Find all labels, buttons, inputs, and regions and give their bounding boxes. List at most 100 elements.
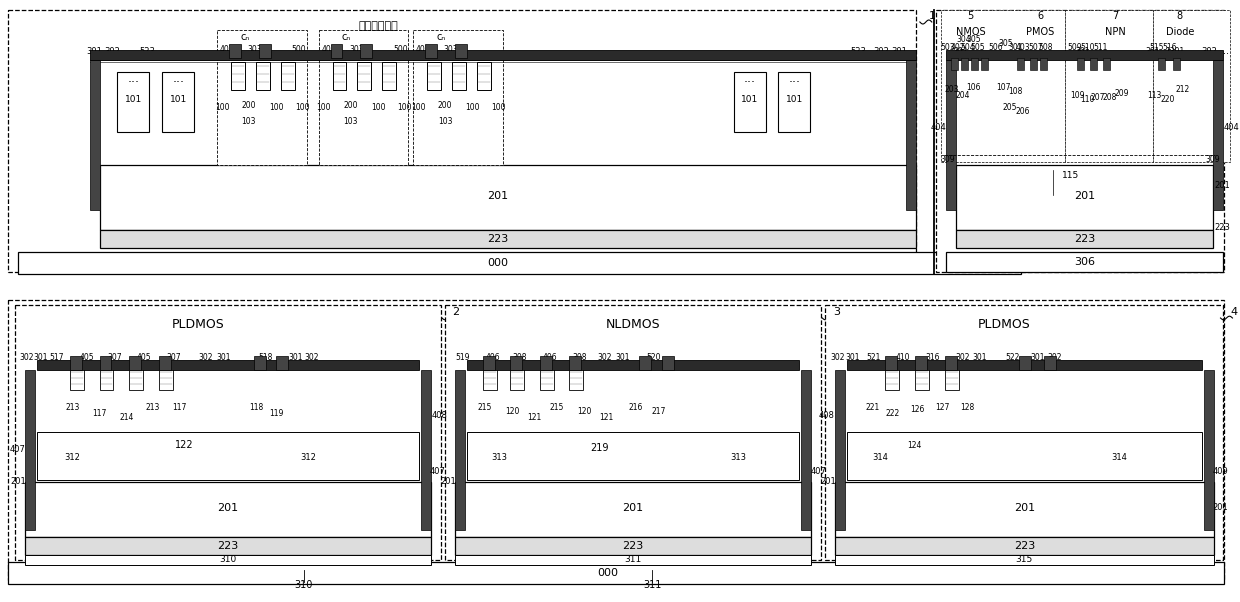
Text: 110: 110 xyxy=(1080,96,1094,105)
Text: 503: 503 xyxy=(940,43,955,52)
Text: 108: 108 xyxy=(1008,87,1023,96)
Bar xyxy=(7,300,1224,580)
Text: 120: 120 xyxy=(577,408,591,417)
Bar xyxy=(1090,58,1097,70)
Text: 407: 407 xyxy=(10,445,26,455)
Text: 407: 407 xyxy=(811,468,826,477)
Bar xyxy=(779,72,811,132)
Text: 213: 213 xyxy=(145,403,160,412)
Text: 201: 201 xyxy=(1213,503,1229,512)
Text: 308: 308 xyxy=(572,353,587,361)
Text: 201: 201 xyxy=(10,477,26,486)
Text: 401: 401 xyxy=(219,46,234,55)
Text: 209: 209 xyxy=(1115,90,1130,99)
Text: 405: 405 xyxy=(79,353,94,361)
Bar xyxy=(906,60,916,210)
Bar xyxy=(217,30,306,165)
Bar xyxy=(255,62,270,90)
Bar xyxy=(836,555,1214,565)
Text: 302: 302 xyxy=(198,353,213,361)
Text: 301: 301 xyxy=(1146,48,1161,57)
Text: 302: 302 xyxy=(873,46,889,55)
Text: ...: ... xyxy=(967,48,975,57)
Text: 121: 121 xyxy=(527,412,542,421)
Text: 115: 115 xyxy=(1061,170,1079,179)
Text: 309: 309 xyxy=(1205,155,1220,164)
Text: 206: 206 xyxy=(1016,108,1029,117)
Text: 401: 401 xyxy=(415,46,430,55)
Text: 301: 301 xyxy=(1030,353,1044,361)
Text: 119: 119 xyxy=(269,409,284,418)
Text: 200: 200 xyxy=(438,101,453,110)
Bar xyxy=(25,555,432,565)
Text: 121: 121 xyxy=(599,412,614,421)
Bar xyxy=(915,368,929,390)
Text: 101: 101 xyxy=(742,96,758,105)
Text: 124: 124 xyxy=(908,441,923,450)
Bar xyxy=(455,370,465,530)
Bar xyxy=(946,50,1223,60)
Text: NMOS: NMOS xyxy=(956,27,986,37)
Text: 408: 408 xyxy=(818,411,835,420)
Bar xyxy=(7,562,1224,584)
Text: ...: ... xyxy=(1220,46,1229,56)
Text: 纵向高压器件: 纵向高压器件 xyxy=(358,21,398,31)
Text: 302: 302 xyxy=(304,353,319,361)
Text: 402: 402 xyxy=(950,43,965,52)
Text: 316: 316 xyxy=(925,353,940,361)
Text: 126: 126 xyxy=(910,406,925,415)
Bar xyxy=(89,60,99,210)
Text: 301: 301 xyxy=(615,353,630,361)
Bar xyxy=(259,44,270,58)
Text: 404: 404 xyxy=(1224,123,1239,132)
Text: 301: 301 xyxy=(892,46,906,55)
Text: 128: 128 xyxy=(961,403,975,412)
Text: 313: 313 xyxy=(730,453,746,462)
Bar xyxy=(1018,58,1024,70)
Text: 000: 000 xyxy=(487,258,508,268)
Text: 103: 103 xyxy=(438,117,453,126)
Text: 122: 122 xyxy=(175,440,193,450)
Text: 215: 215 xyxy=(477,403,492,412)
Text: 220: 220 xyxy=(1161,96,1176,105)
Bar xyxy=(482,368,497,390)
Text: 522: 522 xyxy=(1006,353,1019,361)
Bar xyxy=(1158,58,1164,70)
Bar xyxy=(639,356,651,370)
Bar xyxy=(129,368,144,390)
Text: 219: 219 xyxy=(590,443,609,453)
Text: 5: 5 xyxy=(967,11,973,21)
Text: Diode: Diode xyxy=(1166,27,1194,37)
Bar xyxy=(89,50,916,60)
Text: 314: 314 xyxy=(872,453,888,462)
Bar xyxy=(539,356,552,370)
Bar xyxy=(847,360,1202,370)
Text: 215: 215 xyxy=(549,403,564,412)
Text: 201: 201 xyxy=(821,477,836,486)
Text: 117: 117 xyxy=(92,409,107,418)
Text: 523: 523 xyxy=(851,46,866,55)
Text: 223: 223 xyxy=(1014,541,1035,551)
Text: 301: 301 xyxy=(1076,48,1090,57)
Bar xyxy=(836,537,1214,555)
Text: 101: 101 xyxy=(125,96,143,105)
Text: 201: 201 xyxy=(1075,191,1096,201)
Text: 406: 406 xyxy=(486,353,500,361)
Bar xyxy=(254,356,265,370)
Text: 401: 401 xyxy=(321,46,336,55)
Text: 302: 302 xyxy=(1047,353,1061,361)
Bar xyxy=(445,305,821,560)
Text: 303: 303 xyxy=(248,46,262,55)
Bar xyxy=(455,537,811,555)
Text: 201: 201 xyxy=(622,503,644,513)
Text: ...: ... xyxy=(128,72,139,84)
Text: 312: 312 xyxy=(300,453,316,462)
Bar xyxy=(382,62,397,90)
Text: 8: 8 xyxy=(1177,11,1183,21)
Bar xyxy=(15,305,441,560)
Text: 301: 301 xyxy=(844,353,859,361)
Text: 205: 205 xyxy=(1002,104,1017,113)
Text: 212: 212 xyxy=(1176,85,1190,95)
Bar xyxy=(945,356,957,370)
Text: 216: 216 xyxy=(629,403,644,412)
